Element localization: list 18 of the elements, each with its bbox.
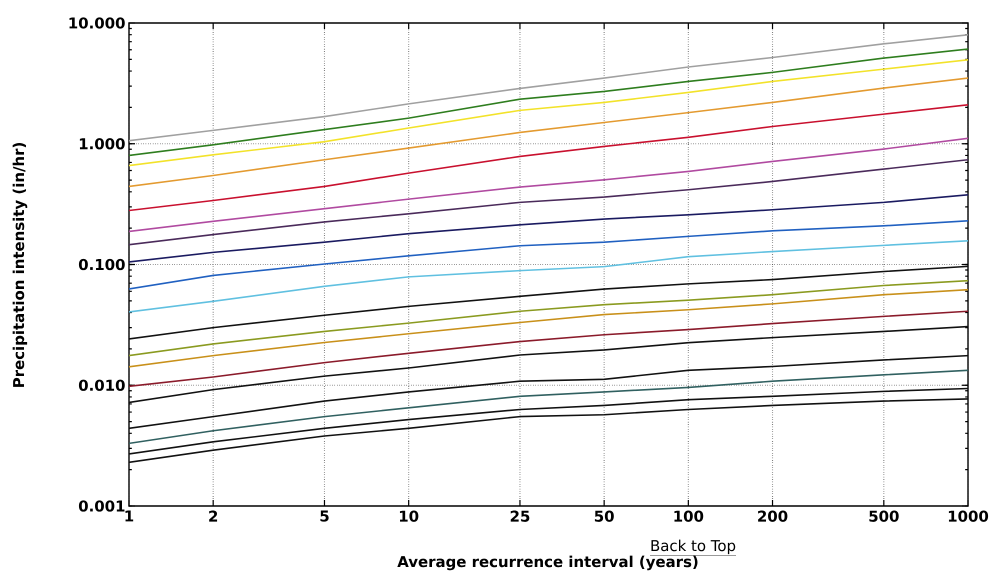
y-tick-label: 10.000 [70, 17, 125, 29]
x-tick-label: 25 [510, 510, 530, 522]
y-tick-label: 0.010 [78, 380, 125, 391]
y-tick-label: 0.100 [78, 258, 125, 270]
text: Back to Top [651, 540, 736, 554]
y-axis-title: Precipitation intensity (in/hr) [12, 143, 28, 387]
x-axis-title: Average recurrence interval (years) [397, 556, 698, 570]
x-tick-label: 200 [758, 510, 788, 522]
x-tick-label: 2 [209, 510, 218, 522]
y-tick-label: 0.001 [78, 500, 124, 512]
x-tick-label: 100 [674, 510, 704, 522]
x-tick-label: 10 [400, 510, 418, 522]
x-tick-label: 500 [869, 510, 899, 522]
x-tick-label: 5 [320, 510, 329, 522]
x-tick-label: 1 [125, 510, 134, 522]
x-tick-label: 50 [594, 510, 614, 522]
y-tick-label: 1.000 [80, 138, 125, 150]
x-tick-label: 1000 [948, 510, 988, 522]
